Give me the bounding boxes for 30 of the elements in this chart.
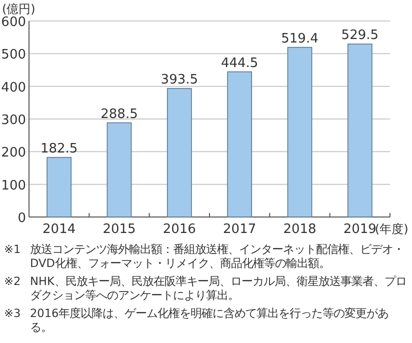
data-label: 288.5 bbox=[100, 106, 138, 122]
y-tick-label: 600 bbox=[1, 15, 26, 30]
bar bbox=[227, 71, 252, 218]
y-tick-label: 300 bbox=[1, 113, 26, 128]
bar bbox=[287, 46, 312, 218]
text: ※1 放送コンテンツ海外輸出額：番組放送権、インターネット配信権、ビデオ・DVD化権、フォーマット・リメイク、商品化権等の輸出額。 bbox=[4, 243, 405, 271]
data-label: 444.5 bbox=[220, 56, 258, 71]
text: ※3 2016年度以降は、ゲーム化権を明確に含めて算出を行った等の変更がある。 bbox=[4, 307, 390, 335]
y-axis-title: (億円) bbox=[2, 2, 36, 16]
bar bbox=[166, 88, 192, 218]
y-tick-label: 0 bbox=[18, 211, 26, 226]
data-label: 519.4 bbox=[281, 31, 318, 46]
x-tick-label: 2018 bbox=[283, 222, 316, 237]
y-tick-label: 500 bbox=[1, 48, 26, 63]
x-tick-label: 2016 bbox=[162, 222, 196, 237]
bar bbox=[347, 44, 372, 218]
x-axis-title: (年度) bbox=[374, 222, 408, 236]
x-tick-label: 2014 bbox=[42, 222, 76, 237]
data-label: 529.5 bbox=[341, 28, 379, 44]
text: ※2 NHK、民放キー局、民放在阪準キー局、ローカル局、衛星放送事業者、プロダクション等へのアンケートにより算出。 bbox=[4, 275, 408, 303]
x-tick-label: 2015 bbox=[102, 222, 136, 237]
y-tick-label: 400 bbox=[1, 80, 26, 96]
data-label: 182.5 bbox=[40, 141, 78, 156]
x-tick-label: 2017 bbox=[223, 222, 256, 237]
bar bbox=[46, 156, 72, 218]
x-tick-label: 2019 bbox=[343, 222, 376, 237]
bar bbox=[106, 122, 132, 218]
data-label: 393.5 bbox=[160, 72, 198, 88]
y-tick-label: 100 bbox=[1, 178, 26, 194]
y-tick-label: 200 bbox=[1, 146, 26, 161]
